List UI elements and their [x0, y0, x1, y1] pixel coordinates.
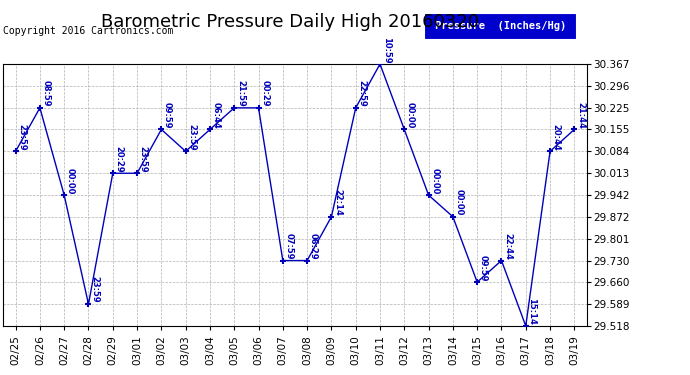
Text: 23:59: 23:59	[17, 124, 26, 150]
Text: 20:44: 20:44	[552, 124, 561, 150]
Text: 23:59: 23:59	[188, 124, 197, 150]
Text: 06:29: 06:29	[309, 233, 318, 260]
Text: 10:59: 10:59	[382, 36, 391, 63]
Text: Pressure  (Inches/Hg): Pressure (Inches/Hg)	[435, 21, 566, 31]
Text: 15:14: 15:14	[527, 298, 536, 325]
Text: 22:44: 22:44	[503, 233, 512, 260]
Text: 00:00: 00:00	[455, 189, 464, 216]
Text: 09:59: 09:59	[479, 255, 488, 281]
Text: 20:29: 20:29	[115, 146, 124, 172]
Text: 06:44: 06:44	[212, 102, 221, 129]
Text: 00:00: 00:00	[66, 168, 75, 194]
Text: 23:59: 23:59	[90, 276, 99, 303]
Text: 08:59: 08:59	[41, 80, 50, 107]
Text: 23:59: 23:59	[139, 146, 148, 172]
Text: 07:59: 07:59	[284, 233, 293, 260]
Text: 21:44: 21:44	[576, 102, 585, 129]
Text: 21:59: 21:59	[236, 80, 245, 107]
Text: 09:59: 09:59	[163, 102, 172, 129]
Text: 00:00: 00:00	[406, 102, 415, 129]
Text: 00:00: 00:00	[431, 168, 440, 194]
Text: 22:59: 22:59	[357, 80, 366, 107]
Text: Copyright 2016 Cartronics.com: Copyright 2016 Cartronics.com	[3, 26, 174, 36]
Text: Barometric Pressure Daily High 20160320: Barometric Pressure Daily High 20160320	[101, 13, 479, 31]
Text: 00:29: 00:29	[260, 80, 269, 107]
Text: 22:14: 22:14	[333, 189, 342, 216]
